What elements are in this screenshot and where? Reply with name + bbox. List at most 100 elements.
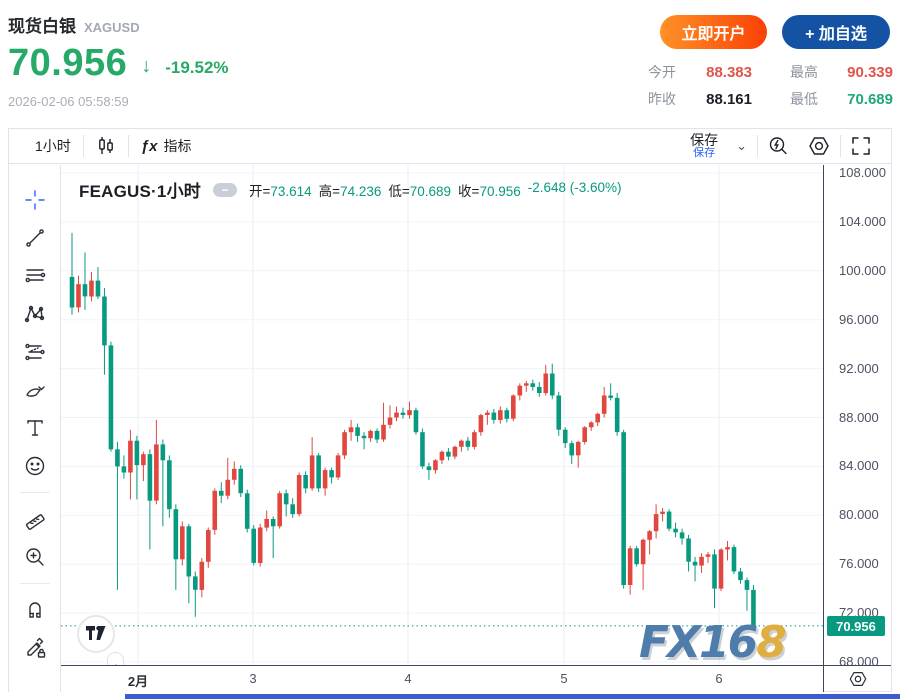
stat-low-label: 最低 xyxy=(790,91,818,107)
settings-hexagon-icon xyxy=(849,672,866,686)
fx168-watermark: FX168 xyxy=(639,617,787,665)
indicators-button[interactable]: ƒx 指标 xyxy=(129,129,204,163)
bottom-blue-bar xyxy=(125,694,900,699)
tool-emoji-button[interactable] xyxy=(18,449,52,483)
xabcd-pattern-icon xyxy=(24,305,44,323)
tool-brush-button[interactable] xyxy=(18,373,52,407)
legend-ohlc-values: 开=73.614 高=74.236 低=70.689 收=70.956 -2.6… xyxy=(249,180,622,200)
stats-column-right: 最高 90.339 最低 70.689 xyxy=(790,63,893,108)
stat-high-label: 最高 xyxy=(790,64,818,80)
brush-icon xyxy=(25,386,45,397)
instrument-title-row: 现货白银 XAGUSD xyxy=(8,12,140,37)
toolbar-divider xyxy=(757,135,758,157)
stat-high-value: 90.339 xyxy=(847,63,893,81)
save-sub-label: 保存 xyxy=(693,146,716,159)
last-price: 70.956 xyxy=(8,42,128,84)
tools-divider xyxy=(19,583,50,584)
price-axis[interactable]: 108.000 104.000 100.000 96.000 92.000 88.000 8… xyxy=(823,165,891,669)
time-axis-label: 4 xyxy=(404,671,412,686)
stats-column-left: 今开 88.383 昨收 88.161 xyxy=(648,63,752,108)
tool-magnet-button[interactable] xyxy=(18,593,52,627)
ohlc-high-label: 高= xyxy=(318,183,341,199)
stat-low: 最低 70.689 xyxy=(790,90,893,108)
tool-projection-button[interactable] xyxy=(18,335,52,369)
interval-button[interactable]: 1小时 xyxy=(23,129,83,163)
price-axis-label: 96.000 xyxy=(839,312,879,327)
ohlc-low-label: 低= xyxy=(388,183,410,199)
toolbar-divider xyxy=(82,135,84,157)
price-axis-label: 88.000 xyxy=(839,410,879,425)
tradingview-logo[interactable] xyxy=(77,615,115,653)
drawing-toolbar xyxy=(9,165,61,692)
tool-xabcd-pattern-button[interactable] xyxy=(18,297,52,331)
price-axis-label: 100.000 xyxy=(839,263,886,278)
stat-open-label: 今开 xyxy=(648,64,676,80)
chart-canvas[interactable]: FEAGUS·1小时 − 开=73.614 高=74.236 低=70.689 … xyxy=(61,165,823,665)
chart-legend: FEAGUS·1小时 − 开=73.614 高=74.236 低=70.689 … xyxy=(79,177,622,202)
time-axis-label: 2月 xyxy=(127,674,149,689)
fx-icon: ƒx xyxy=(140,137,158,155)
indicators-label: 指标 xyxy=(163,138,192,154)
stat-low-value: 70.689 xyxy=(847,90,893,108)
stat-high: 最高 90.339 xyxy=(790,63,893,81)
tool-drawing-lock-button[interactable] xyxy=(18,631,52,665)
chart-toolbar: 1小时 ƒx 指标 保存 保存 xyxy=(9,129,891,164)
ohlc-change: -2.648 (-3.60%) xyxy=(527,179,622,195)
fullscreen-button[interactable] xyxy=(841,135,881,157)
quick-search-button[interactable] xyxy=(758,135,798,157)
ohlc-low-value: 70.689 xyxy=(409,183,452,199)
add-watchlist-button[interactable]: + 加自选 xyxy=(782,15,890,49)
tool-zoom-in-button[interactable] xyxy=(18,540,52,574)
candlestick-chart[interactable] xyxy=(61,165,823,665)
tool-measure-button[interactable] xyxy=(18,502,52,536)
price-axis-label: 108.000 xyxy=(839,165,886,180)
chart-widget: 1小时 ƒx 指标 保存 保存 xyxy=(8,128,892,692)
settings-button[interactable] xyxy=(798,135,840,157)
quote-header: 现货白银 XAGUSD 70.956 ↓ -19.52% 2026-02-06 … xyxy=(0,0,900,128)
trend-line-icon xyxy=(25,229,44,247)
tool-trend-line-button[interactable] xyxy=(18,221,52,255)
tool-text-button[interactable] xyxy=(18,411,52,445)
projection-icon xyxy=(24,343,45,361)
tool-fib-retracement-button[interactable] xyxy=(18,259,52,293)
save-label: 保存 xyxy=(690,131,719,148)
save-button[interactable]: 保存 保存 xyxy=(682,133,726,159)
save-dropdown-chevron[interactable]: ⌄ xyxy=(736,138,747,153)
ohlc-close-label: 收= xyxy=(458,183,480,199)
sidebar-collapse-handle[interactable]: ‹ xyxy=(107,652,124,665)
stat-open-value: 88.383 xyxy=(706,63,752,81)
text-icon xyxy=(26,420,43,436)
instrument-name: 现货白银 xyxy=(8,17,76,36)
time-axis[interactable]: 2月 3 4 5 6 xyxy=(61,665,823,692)
tool-crosshair-button[interactable] xyxy=(18,183,52,217)
search-flash-icon xyxy=(769,137,787,155)
tools-divider xyxy=(19,492,50,493)
ohlc-close-value: 70.956 xyxy=(479,183,521,199)
time-axis-label: 6 xyxy=(715,671,723,686)
fx168-watermark-gold: 8 xyxy=(756,617,787,665)
zoom-in-icon xyxy=(25,548,44,566)
ruler-icon xyxy=(25,514,45,530)
stat-prev-close-value: 88.161 xyxy=(706,90,752,108)
toolbar-divider xyxy=(127,135,129,157)
ohlc-open-label: 开= xyxy=(248,183,271,199)
tradingview-icon xyxy=(86,626,106,640)
price-axis-label: 80.000 xyxy=(839,507,879,522)
open-account-button[interactable]: 立即开户 xyxy=(660,15,767,49)
interval-label: 1小时 xyxy=(35,138,71,154)
stat-open: 今开 88.383 xyxy=(648,63,752,81)
toolbar-right: 保存 保存 ⌄ xyxy=(682,129,891,163)
axis-settings-button[interactable] xyxy=(823,665,891,692)
chart-type-button[interactable] xyxy=(84,129,128,163)
change-percent: -19.52% xyxy=(165,57,229,77)
ohlc-high-value: 74.236 xyxy=(340,183,382,199)
collapse-left-icon: ‹ xyxy=(114,659,118,666)
price-row: 70.956 ↓ -19.52% xyxy=(8,42,229,85)
stat-prev-close: 昨收 88.161 xyxy=(648,90,752,108)
crosshair-icon xyxy=(24,190,45,210)
time-axis-label: 3 xyxy=(249,671,257,686)
legend-collapse-button[interactable]: − xyxy=(212,182,237,197)
legend-symbol-interval: FEAGUS·1小时 xyxy=(79,182,201,201)
toolbar-divider xyxy=(840,135,841,157)
